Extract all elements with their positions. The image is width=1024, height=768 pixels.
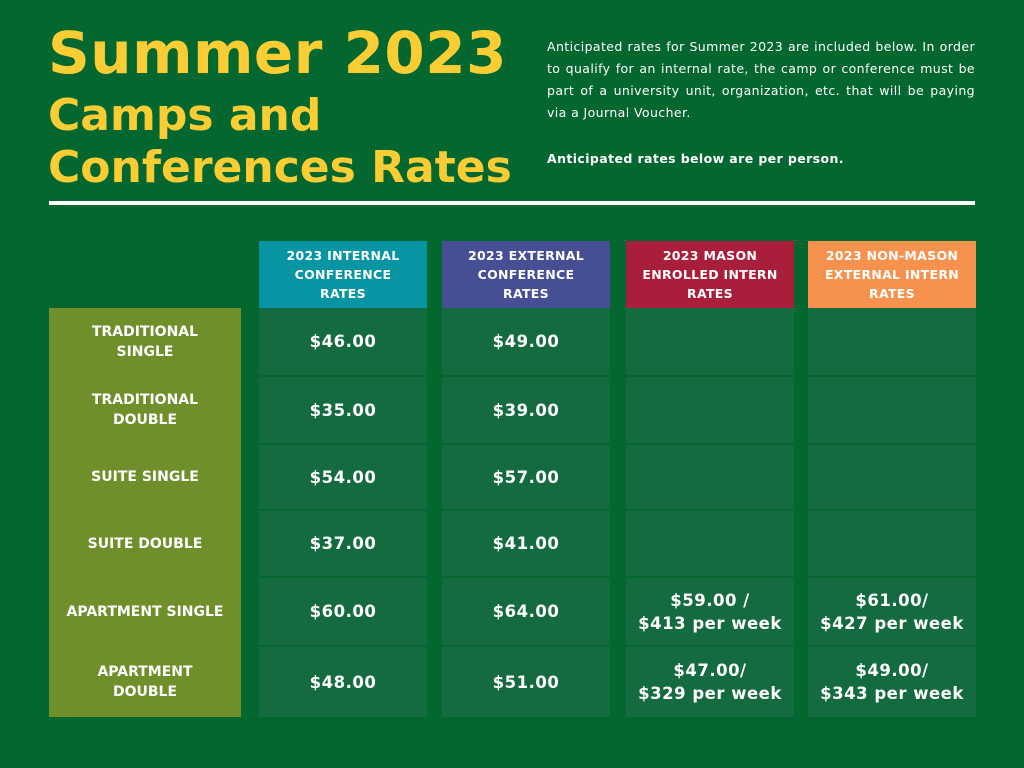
column-header: 2023 NON-MASON EXTERNAL INTERN RATES — [808, 241, 976, 308]
rate-cell: $51.00 — [442, 647, 610, 717]
rate-cell: $49.00 — [442, 308, 610, 375]
rate-cell: $64.00 — [442, 578, 610, 645]
row-label: SUITE SINGLE — [49, 445, 241, 509]
rate-cell — [626, 308, 794, 375]
rate-cell — [808, 511, 976, 576]
row-label: TRADITIONAL SINGLE — [49, 308, 241, 375]
rate-cell — [808, 377, 976, 443]
rate-cell: $47.00/ $329 per week — [626, 647, 794, 717]
rate-cell: $41.00 — [442, 511, 610, 576]
rate-cell — [808, 445, 976, 509]
column-header: 2023 INTERNAL CONFERENCE RATES — [259, 241, 427, 308]
rate-cell: $57.00 — [442, 445, 610, 509]
rate-cell: $60.00 — [259, 578, 427, 645]
rate-cell: $49.00/ $343 per week — [808, 647, 976, 717]
rate-cell — [626, 511, 794, 576]
rate-cell — [626, 445, 794, 509]
rate-cell: $37.00 — [259, 511, 427, 576]
rate-cell: $59.00 / $413 per week — [626, 578, 794, 645]
column-header: 2023 EXTERNAL CONFERENCE RATES — [442, 241, 610, 308]
row-label: TRADITIONAL DOUBLE — [49, 377, 241, 443]
note: Anticipated rates below are per person. — [547, 151, 844, 166]
title: Summer 2023 — [48, 19, 507, 87]
rate-cell: $54.00 — [259, 445, 427, 509]
rate-cell — [808, 308, 976, 375]
rate-cell: $35.00 — [259, 377, 427, 443]
rate-cell: $46.00 — [259, 308, 427, 375]
rate-cell: $48.00 — [259, 647, 427, 717]
divider — [49, 201, 975, 205]
description: Anticipated rates for Summer 2023 are in… — [547, 39, 975, 120]
rate-cell — [626, 377, 794, 443]
row-label: APARTMENT DOUBLE — [49, 647, 241, 717]
subtitle: Camps and Conferences Rates — [48, 90, 512, 193]
row-label: SUITE DOUBLE — [49, 511, 241, 576]
rate-cell: $39.00 — [442, 377, 610, 443]
column-header: 2023 MASON ENROLLED INTERN RATES — [626, 241, 794, 308]
row-label: APARTMENT SINGLE — [49, 578, 241, 645]
rate-cell: $61.00/ $427 per week — [808, 578, 976, 645]
